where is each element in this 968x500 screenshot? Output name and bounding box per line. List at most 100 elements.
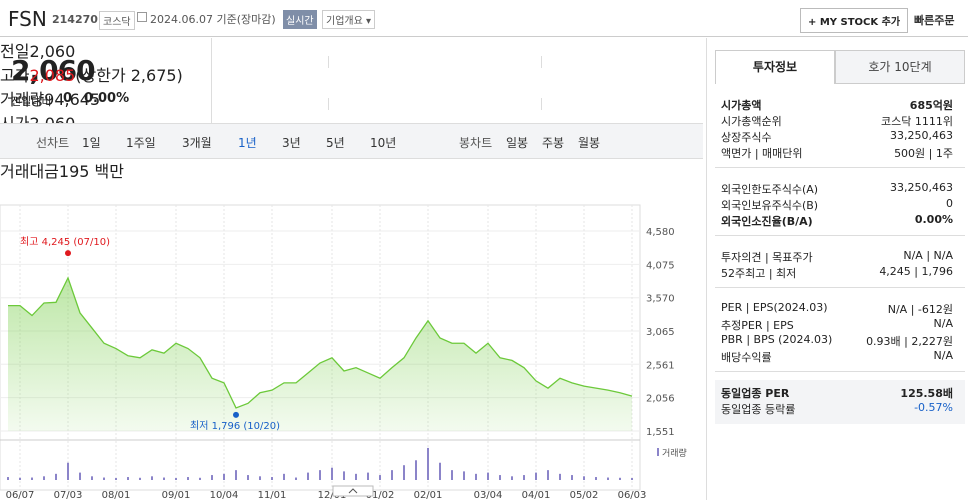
info-group: PER | EPS(2024.03) N/A | -612원 추정PER | EPS… bbox=[715, 296, 965, 372]
volume-bar bbox=[7, 477, 9, 480]
period-tab[interactable]: 5년 bbox=[326, 136, 345, 150]
period-tab[interactable]: 1주일 bbox=[126, 136, 156, 150]
x-tick-label: 09/01 bbox=[162, 490, 191, 500]
info-tab[interactable]: 투자정보 bbox=[715, 50, 835, 84]
candle-tab[interactable]: 월봉 bbox=[578, 136, 601, 150]
x-tick-label: 08/01 bbox=[102, 490, 131, 500]
info-row: 추정PER | EPS N/A bbox=[721, 317, 953, 333]
volume-bar bbox=[91, 476, 93, 480]
info-group: 외국인한도주식수(A) 33,250,463 외국인보유주식수(B) 0 외국인소진율(… bbox=[715, 176, 965, 236]
period-tab[interactable]: 1년 bbox=[238, 136, 257, 150]
x-tick-label: 07/03 bbox=[54, 490, 83, 500]
info-label: PBR | BPS (2024.03) bbox=[721, 333, 833, 346]
y-tick-label: 3,065 bbox=[646, 327, 675, 338]
period-tab[interactable]: 3개월 bbox=[182, 136, 212, 150]
candle-tab[interactable]: 주봉 bbox=[542, 136, 565, 150]
period-tab[interactable]: 3년 bbox=[282, 136, 301, 150]
stat: 전일2,060 bbox=[0, 38, 703, 62]
divider bbox=[541, 98, 542, 110]
volume-bar bbox=[559, 473, 561, 480]
plot-frame bbox=[0, 204, 641, 491]
change-label: 전일대비 bbox=[11, 95, 52, 108]
stat-label: 거래대금 bbox=[0, 162, 59, 181]
info-label: 상장주식수 bbox=[721, 131, 772, 144]
date: 2024.06.07 기준(장마감) bbox=[150, 13, 276, 26]
info-tab[interactable]: 호가 10단계 bbox=[835, 50, 965, 84]
info-row: 동일업종 PER 125.58배 bbox=[721, 385, 953, 401]
volume-bar bbox=[535, 472, 537, 480]
market-tag: 코스닥 bbox=[99, 11, 135, 30]
info-row: 액면가 | 매매단위 500원 | 1주 bbox=[721, 145, 953, 161]
info-label: 시가총액순위 bbox=[721, 115, 782, 128]
info-label: 추정PER | EPS bbox=[721, 319, 794, 332]
y-tick-label: 4,075 bbox=[646, 260, 675, 271]
volume-bar bbox=[331, 467, 333, 480]
realtime-button[interactable]: 실시간 bbox=[283, 10, 317, 29]
info-row: 외국인한도주식수(A) 33,250,463 bbox=[721, 181, 953, 197]
volume-bar bbox=[307, 472, 309, 480]
stock-header: FSN 214270 코스닥 2024.06.07 기준(장마감) 실시간 기업… bbox=[0, 0, 968, 37]
period-tab[interactable]: 1일 bbox=[82, 136, 101, 150]
period-tab[interactable]: 10년 bbox=[370, 136, 397, 150]
divider bbox=[328, 56, 329, 68]
x-tick-label: 03/04 bbox=[474, 490, 503, 500]
volume-bar bbox=[427, 447, 429, 480]
x-tick-label: 04/01 bbox=[522, 490, 551, 500]
info-value: 4,245 | 1,796 bbox=[879, 265, 953, 278]
mystock-button[interactable]: + MY STOCK 추가 bbox=[800, 8, 909, 33]
volume-bar bbox=[451, 470, 453, 480]
info-value: N/A bbox=[933, 317, 953, 330]
volume-bar bbox=[115, 478, 117, 480]
volume-bar bbox=[151, 476, 153, 480]
volume-bar bbox=[211, 475, 213, 480]
stat: 거래대금195 백만 bbox=[0, 158, 703, 182]
info-row: 상장주식수 33,250,463 bbox=[721, 129, 953, 145]
volume-bar bbox=[271, 477, 273, 480]
info-group: 동일업종 PER 125.58배 동일업종 등락률 -0.57% bbox=[715, 380, 965, 424]
info-value: N/A | N/A bbox=[903, 249, 953, 262]
stat: 고가2,085(상한가 2,675) bbox=[0, 62, 703, 86]
divider bbox=[541, 56, 542, 68]
info-value: 0.00% bbox=[914, 213, 953, 226]
volume-bar bbox=[547, 470, 549, 480]
info-row: 배당수익률 N/A bbox=[721, 349, 953, 365]
stat-label: 고가 bbox=[0, 66, 30, 85]
info-tabs: 투자정보 호가 10단계 bbox=[715, 50, 965, 84]
info-label: 52주최고 | 최저 bbox=[721, 267, 797, 280]
stat-value: 2,085 bbox=[29, 66, 76, 85]
volume-bar bbox=[619, 477, 621, 480]
info-value: 33,250,463 bbox=[890, 129, 953, 142]
info-row: 동일업종 등락률 -0.57% bbox=[721, 401, 953, 417]
volume-bar bbox=[163, 477, 165, 480]
stat-value: 94,645 bbox=[44, 90, 101, 109]
quick-order[interactable]: 빠른주문 bbox=[914, 14, 955, 27]
info-value: N/A | -612원 bbox=[887, 303, 953, 316]
info-label: 액면가 | 매매단위 bbox=[721, 147, 803, 160]
stat-label: 전일 bbox=[0, 42, 30, 61]
stock-code: 214270 bbox=[52, 13, 98, 26]
volume-bar bbox=[19, 477, 21, 480]
company-text: 기업개요 bbox=[326, 16, 363, 27]
info-label: 배당수익률 bbox=[721, 351, 772, 364]
change: 0 bbox=[63, 91, 73, 106]
info-label: 동일업종 등락률 bbox=[721, 403, 796, 416]
calendar-icon bbox=[137, 12, 147, 22]
info-value: 33,250,463 bbox=[890, 181, 953, 194]
company-button[interactable]: 기업개요 ▾ bbox=[322, 10, 376, 29]
x-tick-label: 06/03 bbox=[618, 490, 647, 500]
info-row: 시가총액 685억원 bbox=[721, 97, 953, 113]
candle-tab[interactable]: 일봉 bbox=[506, 136, 529, 150]
volume-bar bbox=[43, 476, 45, 480]
volume-bar bbox=[583, 476, 585, 480]
volume-bar bbox=[403, 465, 405, 480]
y-tick-label: 3,570 bbox=[646, 294, 675, 305]
volume-bar bbox=[223, 473, 225, 480]
info-row: PBR | BPS (2024.03) 0.93배 | 2,227원 bbox=[721, 333, 953, 349]
y-tick-label: 4,580 bbox=[646, 227, 675, 238]
stat: 거래량94,645 bbox=[0, 86, 703, 110]
volume-bar bbox=[463, 471, 465, 480]
info-list: 시가총액 685억원 시가총액순위 코스닥 1111위 상장주식수 33,250,463 액… bbox=[707, 84, 968, 500]
info-label: 외국인한도주식수(A) bbox=[721, 183, 819, 196]
x-tick-label: 01/02 bbox=[366, 490, 395, 500]
low-marker bbox=[233, 411, 239, 418]
